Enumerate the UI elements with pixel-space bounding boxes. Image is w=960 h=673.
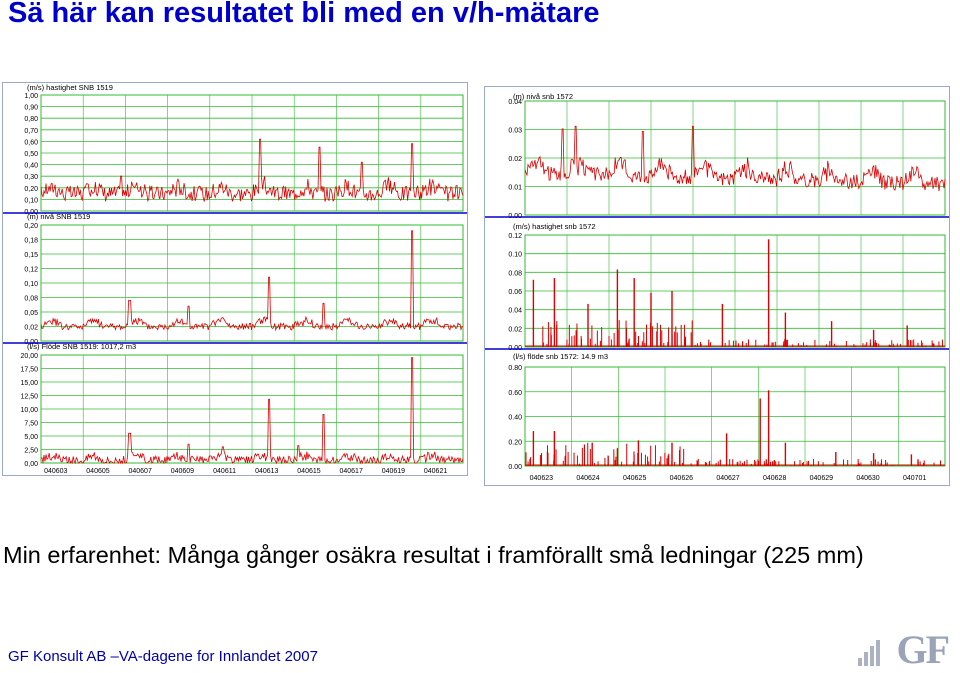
y-tick-label: 0,10: [24, 281, 38, 288]
y-tick-label: 0.08: [508, 270, 522, 277]
x-tick-label: 040626: [670, 475, 693, 482]
y-tick-label: 0.40: [508, 415, 522, 422]
y-tick-label: 0.03: [508, 128, 522, 135]
y-tick-label: 0.12: [508, 233, 522, 240]
chart-right-3: (l/s) flöde snb 1572: 14.9 m3 0.80 0.60 0.4…: [508, 352, 946, 482]
y-tick-label: 0,70: [24, 128, 38, 135]
y-tick-label: 0.10: [508, 252, 522, 259]
y-tick-label: 10,00: [20, 407, 38, 414]
company-logo: GF: [858, 627, 950, 672]
y-tick-label: 0,02: [24, 325, 38, 332]
y-tick-label: 0.00: [508, 464, 522, 471]
x-tick-label: 040628: [763, 475, 786, 482]
y-tick-label: 5,00: [24, 434, 38, 441]
left-meter-chart-panel: (m/s) hastighet SNB 1519 1,00 0,90 0,80 0,70…: [2, 82, 468, 476]
y-tick-label: 0,60: [24, 139, 38, 146]
y-tick-label: 2,50: [24, 448, 38, 455]
x-tick-label: 040619: [382, 468, 405, 475]
y-tick-label: 0,10: [24, 197, 38, 204]
x-tick-label: 040623: [530, 475, 553, 482]
x-tick-label: 040611: [213, 468, 236, 475]
chart-title: (m) nivå snb 1572: [513, 92, 573, 101]
x-tick-label: 040621: [424, 468, 447, 475]
x-tick-label: 040609: [171, 468, 194, 475]
x-tick-label: 040630: [856, 475, 879, 482]
chart-title: (l/s) Flöde SNB 1519: 1017,2 m3: [27, 342, 136, 351]
right-meter-chart-panel: (m) nivå snb 15720.040.030.020.010.00(m/…: [484, 86, 950, 486]
y-tick-label: 0.20: [508, 439, 522, 446]
y-tick-label: 0.02: [508, 156, 522, 163]
chart-title: (m/s) hastighet SNB 1519: [27, 83, 113, 92]
y-tick-label: 0,30: [24, 174, 38, 181]
series-line: [40, 230, 464, 332]
y-tick-label: 0.60: [508, 390, 522, 397]
series-line: [524, 125, 946, 192]
y-tick-label: 0.80: [508, 365, 522, 372]
y-tick-label: 0.04: [508, 99, 522, 106]
y-tick-label: 7,50: [24, 421, 38, 428]
y-tick-label: 0,12: [24, 267, 38, 274]
logo-bars-icon: [858, 640, 882, 666]
x-tick-label: 040613: [255, 468, 278, 475]
y-tick-label: 0,05: [24, 310, 38, 317]
y-tick-label: 0.06: [508, 289, 522, 296]
y-tick-label: 17,50: [20, 367, 38, 374]
y-tick-label: 20,00: [20, 353, 38, 360]
y-tick-label: 0,80: [24, 116, 38, 123]
y-tick-label: 0,90: [24, 105, 38, 112]
y-tick-label: 0.04: [508, 308, 522, 315]
y-tick-label: 0,00: [24, 461, 38, 468]
y-tick-label: 15,00: [20, 380, 38, 387]
y-tick-label: 1,00: [24, 93, 38, 100]
y-tick-label: 0,20: [24, 186, 38, 193]
x-tick-label: 040617: [339, 468, 362, 475]
page-title: Sä här kan resultatet bli med en v/h-mät…: [8, 0, 600, 29]
chart-title: (m/s) hastighet snb 1572: [513, 222, 596, 231]
series-line: [40, 357, 464, 465]
x-tick-label: 040615: [297, 468, 320, 475]
y-tick-label: 0,20: [24, 223, 38, 230]
chart-title: (m) nivå SNB 1519: [27, 212, 90, 221]
x-tick-label: 040701: [903, 475, 926, 482]
x-tick-label: 040605: [86, 468, 109, 475]
y-tick-label: 12,50: [20, 394, 38, 401]
caption-text: Min erfarenhet: Många gånger osäkra resu…: [3, 542, 864, 568]
x-tick-label: 040627: [716, 475, 739, 482]
y-tick-label: 0.01: [508, 185, 522, 192]
chart-right-2: (m/s) hastighet snb 1572 0.12 0.10 0.08 0.06…: [485, 222, 949, 352]
chart-left-3: (l/s) Flöde SNB 1519: 1017,2 m3 20,00 17,5…: [20, 342, 464, 475]
y-tick-label: 0,18: [24, 238, 38, 245]
y-tick-label: 0.02: [508, 326, 522, 333]
chart-left-2: (m) nivå SNB 1519 0,20 0,18 0,15 0,12 0,10 0,0…: [3, 212, 467, 346]
x-tick-label: 040607: [128, 468, 151, 475]
chart-title: (l/s) flöde snb 1572: 14.9 m3: [513, 352, 608, 361]
y-tick-label: 0,15: [24, 252, 38, 259]
x-tick-label: 040624: [576, 475, 599, 482]
series-line: [40, 138, 464, 203]
x-tick-label: 040625: [623, 475, 646, 482]
x-tick-label: 040629: [810, 475, 833, 482]
right-chart-svg: (m) nivå snb 15720.040.030.020.010.00(m/…: [485, 92, 949, 482]
logo-text: GF: [896, 627, 950, 672]
footer-text: GF Konsult AB –VA-dagene for Innlandet 2…: [8, 648, 318, 665]
y-tick-label: 0,40: [24, 163, 38, 170]
y-tick-label: 0,08: [24, 296, 38, 303]
y-tick-label: 0,50: [24, 151, 38, 158]
x-tick-label: 040603: [44, 468, 67, 475]
